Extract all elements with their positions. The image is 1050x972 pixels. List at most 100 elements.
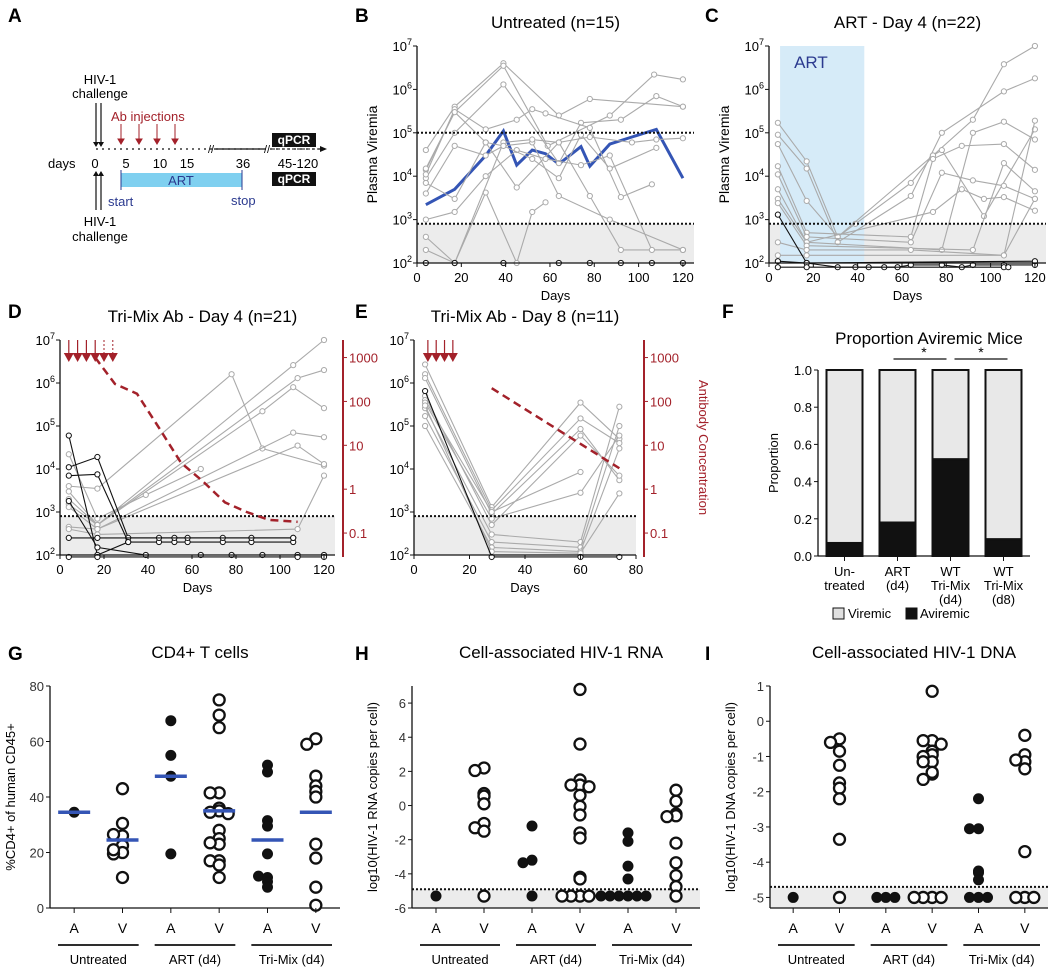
- data-point-viremic: [832, 890, 847, 905]
- x-axis-label: Days: [510, 580, 540, 595]
- data-point: [586, 133, 593, 141]
- data-point: [320, 472, 328, 479]
- art-interval-label: ART: [794, 53, 828, 72]
- group-label: Tri-Mix (d4): [259, 952, 325, 967]
- y-tick-label: 107: [36, 331, 55, 348]
- group-label: ART (d4): [530, 952, 582, 967]
- y-axis-label: %CD4+ of human CD45+: [3, 723, 18, 870]
- data-point: [65, 504, 72, 511]
- data-point-viremic: [115, 782, 130, 796]
- y-tick-label: 107: [390, 331, 409, 348]
- day-axis-arrowhead: [320, 146, 327, 152]
- injection-arrowhead: [447, 353, 458, 362]
- data-point-viremic: [212, 858, 226, 872]
- panel-letter-g: G: [8, 644, 23, 665]
- day-tick-10: 10: [153, 156, 167, 171]
- data-point: [803, 158, 810, 165]
- y-tick-label: 2: [399, 764, 406, 779]
- data-point: [482, 139, 489, 146]
- data-point: [679, 135, 687, 142]
- x-tick-label: 40: [141, 562, 155, 577]
- data-point-aviremic: [165, 749, 177, 761]
- x-axis-label: Days: [183, 580, 213, 595]
- data-point: [65, 497, 72, 505]
- injection-arrowhead: [431, 353, 442, 362]
- data-point: [422, 190, 429, 197]
- data-point: [969, 129, 976, 136]
- right-axis-label: Antibody Concentration: [696, 380, 711, 515]
- data-point-viremic: [300, 737, 314, 751]
- data-point: [803, 197, 810, 204]
- data-point: [577, 399, 584, 406]
- data-point: [606, 112, 613, 119]
- panel-f-chart: Proportion Aviremic Mice 0.0 0.2 0.4 0.6 0.8 1…: [766, 329, 1030, 621]
- y-tick-label: 0: [399, 799, 406, 814]
- data-point-viremic: [669, 836, 683, 850]
- data-point: [606, 216, 613, 223]
- injection-arrowhead: [81, 353, 92, 362]
- group-label: ART (d4): [169, 952, 221, 967]
- data-point-aviremic: [622, 835, 634, 847]
- bar-viremic: [825, 369, 864, 544]
- y-tick-label: 103: [745, 211, 764, 228]
- y-tick-label: 0.0: [794, 549, 812, 564]
- y-tick-label: -5: [752, 890, 764, 905]
- data-point: [529, 155, 536, 163]
- series-line-mouse-4: [68, 339, 325, 526]
- data-point: [803, 264, 810, 271]
- y-tick-label: 1: [757, 679, 764, 694]
- day-tick-45-120: 45-120: [278, 156, 318, 171]
- x-tick-label: V: [671, 920, 681, 936]
- data-point: [94, 471, 101, 478]
- panel-e-chart: Tri-Mix Ab - Day 8 (n=11) 0.1 1 10 100 1000 An…: [390, 307, 711, 595]
- data-point: [774, 163, 781, 170]
- data-point: [617, 116, 624, 123]
- data-point: [290, 534, 297, 541]
- data-point: [1031, 207, 1039, 214]
- right-tick-label: 1000: [349, 351, 378, 366]
- y-tick-label: -4: [394, 867, 406, 882]
- data-point: [422, 387, 429, 395]
- legend-swatch-viremic: [832, 607, 845, 620]
- x-tick-label: A: [166, 920, 176, 936]
- x-tick-label: 0: [765, 270, 772, 285]
- y-tick-label: 106: [36, 374, 55, 391]
- x-tick-label: A: [623, 920, 633, 936]
- data-point: [774, 264, 781, 271]
- bar-aviremic: [931, 458, 970, 557]
- axis-break-2: //: [264, 144, 271, 156]
- data-point: [320, 336, 328, 344]
- data-point: [65, 488, 72, 495]
- data-point: [616, 440, 623, 447]
- x-tick-label: 120: [313, 562, 335, 577]
- right-tick-label: 1: [650, 482, 657, 497]
- chart-title: Untreated (n=15): [491, 13, 620, 32]
- data-point-aviremic: [165, 715, 177, 727]
- x-tick-label: V: [927, 920, 937, 936]
- data-point: [542, 199, 549, 206]
- data-point-viremic: [115, 870, 130, 885]
- challenge-bottom-line2: challenge: [72, 229, 128, 244]
- day-tick-15: 15: [180, 156, 194, 171]
- x-tick-label: WT: [993, 564, 1013, 579]
- data-point: [542, 110, 549, 117]
- art-bar: [121, 173, 242, 187]
- series-line-mouse-4: [424, 395, 620, 526]
- data-point-aviremic: [253, 870, 264, 882]
- significance-label: *: [921, 344, 927, 360]
- data-point-viremic: [660, 809, 674, 824]
- day-tick-5: 5: [122, 156, 129, 171]
- data-point: [803, 252, 810, 259]
- data-point: [1031, 166, 1039, 173]
- art-start-label: start: [108, 194, 134, 209]
- data-point: [616, 422, 623, 430]
- group-label: Untreated: [70, 952, 127, 967]
- data-point: [1031, 136, 1039, 143]
- y-tick-label: -2: [394, 833, 406, 848]
- data-point-aviremic: [262, 881, 273, 893]
- x-tick-label: V: [1020, 920, 1030, 936]
- series-line-mouse-3: [424, 377, 620, 515]
- data-point: [290, 384, 297, 391]
- data-point: [1000, 252, 1007, 259]
- y-tick-label: 0.6: [794, 437, 812, 452]
